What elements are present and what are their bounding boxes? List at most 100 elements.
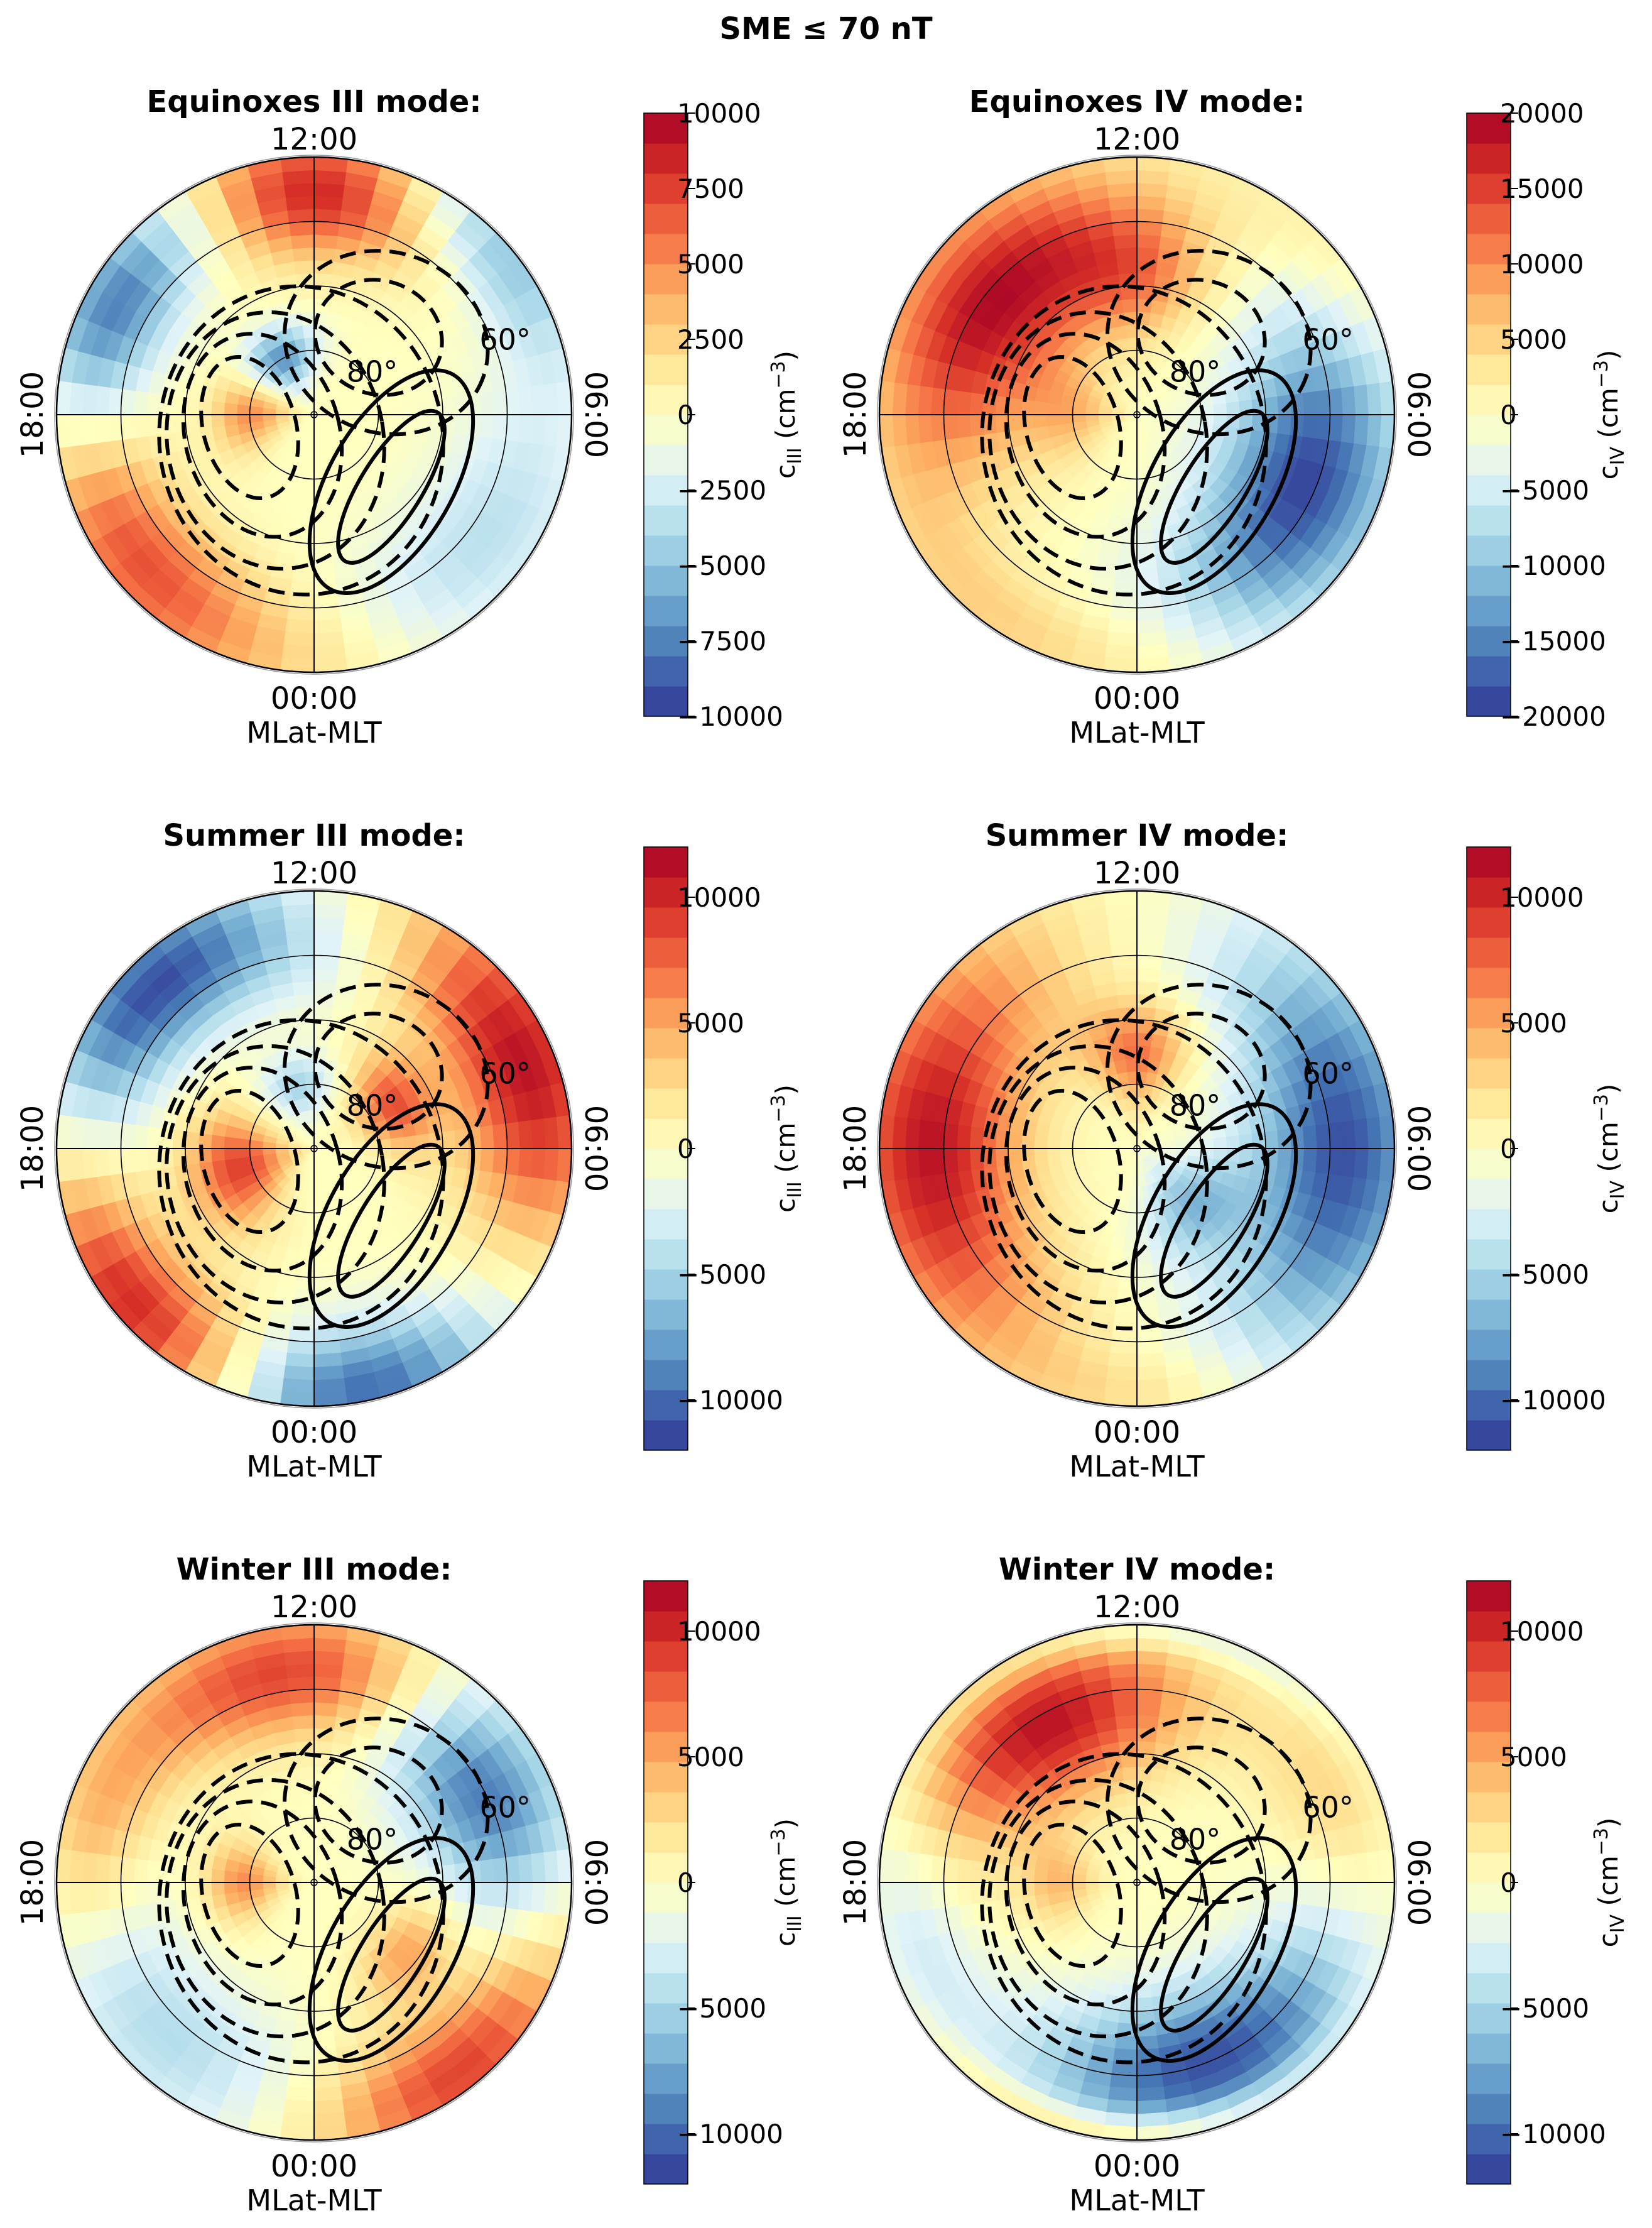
heatmap-cell: [249, 1140, 264, 1149]
axis-label: MLat-MLT: [1069, 716, 1205, 750]
heatmap-cell: [286, 1340, 315, 1355]
heatmap-cell: [969, 392, 984, 415]
heatmap-cell: [1033, 414, 1048, 429]
heatmap-cell: [531, 384, 546, 415]
heatmap-cell: [1136, 1378, 1170, 1394]
colorbar-label-sub: IV: [1607, 446, 1629, 465]
mlt-label: 00:00: [1094, 681, 1180, 716]
heatmap-cell: [313, 929, 343, 945]
contour-dashed: [313, 1012, 444, 1131]
heatmap-cell: [543, 414, 559, 447]
colorbar-segment: [1467, 937, 1511, 968]
heatmap-cell: [492, 1857, 508, 1883]
heatmap-cell: [1136, 981, 1160, 996]
colorbar-segment: [1467, 324, 1511, 355]
heatmap-cell: [107, 414, 123, 442]
heatmap-cell: [313, 247, 337, 262]
colorbar-segment: [644, 1028, 688, 1059]
heatmap-cell: [918, 1120, 933, 1149]
heatmap-cell: [1116, 259, 1138, 275]
heatmap-cell: [293, 259, 315, 275]
heatmap-cell: [1277, 1148, 1292, 1169]
heatmap-cell: [1315, 1123, 1330, 1149]
heatmap-cell: [313, 1365, 345, 1381]
colorbar-segment: [644, 565, 688, 596]
colorbar-segment: [644, 1149, 688, 1179]
colorbar-tick-label: 0: [677, 400, 694, 430]
heatmap-cell: [121, 1123, 136, 1149]
colorbar-label-close: ): [1593, 1084, 1624, 1094]
panel-title: Winter III mode:: [177, 1552, 452, 1587]
heatmap-cell: [1128, 1199, 1138, 1213]
colorbar-segment: [1467, 113, 1511, 144]
heatmap-cell: [454, 1148, 469, 1169]
heatmap-cell: [1114, 1301, 1138, 1316]
colorbar-label-symbol: c: [770, 464, 801, 479]
heatmap-cell: [107, 1882, 123, 1910]
lat-label-60: 60°: [479, 1056, 531, 1090]
colorbar-label-unit: (cm: [770, 389, 801, 448]
heatmap-cell: [1136, 929, 1166, 945]
heatmap-cell: [133, 1148, 149, 1172]
heatmap-cell: [291, 1301, 315, 1316]
heatmap-cell: [1124, 324, 1138, 339]
heatmap-cell: [313, 916, 345, 932]
heatmap-cell: [1113, 234, 1138, 249]
heatmap-cell: [121, 1882, 136, 1908]
heatmap-cell: [1187, 1148, 1202, 1157]
heatmap-cell: [210, 414, 226, 429]
colorbar-segment: [1467, 1058, 1511, 1089]
heatmap-cell: [403, 1135, 418, 1149]
heatmap-cell: [249, 406, 264, 415]
heatmap-cell: [249, 1874, 264, 1883]
frame-outer: [54, 155, 574, 675]
colorbar-segment: [644, 1088, 688, 1119]
heatmap-cell: [313, 529, 332, 544]
heatmap-cell: [1340, 1120, 1356, 1149]
heatmap-cell: [302, 1958, 315, 1973]
heatmap-cell: [1302, 391, 1318, 415]
colorbar-tick-label: −10000: [677, 701, 783, 732]
contour-solid: [1130, 368, 1298, 595]
mlt-label: 12:00: [1094, 856, 1180, 891]
heatmap-cell: [146, 1126, 161, 1149]
heatmap-cell: [943, 1123, 959, 1149]
colorbar-segment: [1467, 596, 1511, 626]
colorbar-segment: [1467, 234, 1511, 265]
colorbar-segment: [1467, 535, 1511, 566]
heatmap-cell: [283, 2099, 315, 2115]
colorbar-tick-label: −5000: [677, 550, 766, 581]
heatmap-cell: [1046, 402, 1061, 415]
colorbar-segment: [644, 1360, 688, 1390]
heatmap-cell: [302, 1058, 315, 1073]
heatmap-cell: [1136, 1007, 1156, 1022]
heatmap-cell: [1008, 414, 1023, 432]
heatmap-cell: [95, 1882, 111, 1911]
heatmap-cell: [313, 1263, 332, 1278]
colorbar-segment: [644, 204, 688, 234]
colorbar-segment: [1467, 385, 1511, 415]
colorbar-segment: [1467, 1209, 1511, 1240]
heatmap-cell: [313, 1689, 340, 1704]
heatmap-cell: [313, 1701, 338, 1717]
heatmap-cell: [185, 1882, 200, 1900]
heatmap-cell: [313, 2061, 340, 2076]
heatmap-cell: [185, 414, 200, 432]
heatmap-cell: [313, 904, 347, 919]
heatmap-cell: [1072, 406, 1087, 415]
heatmap-cell: [283, 182, 315, 198]
colorbar-tick-label: 0: [677, 1133, 694, 1164]
heatmap-cell: [454, 1882, 469, 1903]
heatmap-cell: [313, 1327, 340, 1342]
colorbar-label-symbol: c: [770, 1198, 801, 1213]
heatmap-cell: [1366, 382, 1382, 415]
colorbar-segment: [1467, 415, 1511, 445]
heatmap-cell: [505, 1882, 521, 1910]
heatmap-cell: [1136, 221, 1163, 236]
colorbar-segment: [1467, 656, 1511, 687]
heatmap-cell: [531, 1118, 546, 1149]
heatmap-cell: [956, 391, 972, 415]
